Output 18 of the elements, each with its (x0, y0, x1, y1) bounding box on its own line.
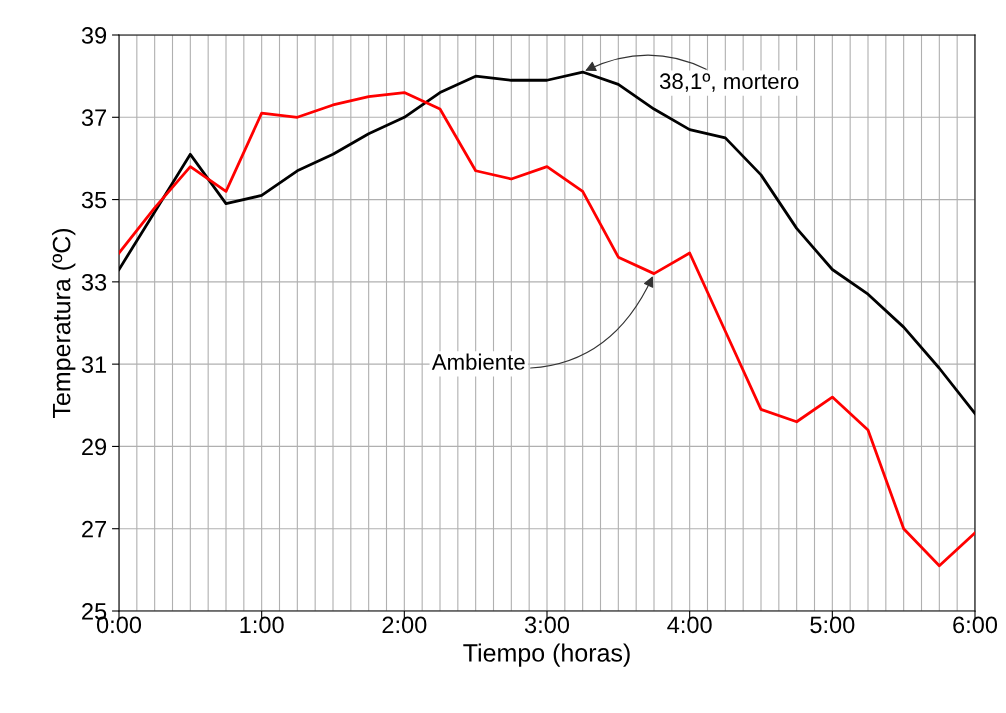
x-tick-label: 3:00 (524, 616, 570, 634)
y-tick-label: 35 (81, 191, 107, 209)
y-tick-label: 37 (81, 109, 107, 127)
annotation: 38,1º, mortero (659, 73, 799, 92)
y-tick-label: 33 (81, 273, 107, 291)
y-tick-label: 39 (81, 27, 107, 44)
x-tick-label: 1:00 (240, 616, 284, 634)
y-tick-label: 29 (82, 438, 107, 456)
x-tick-label: 2:00 (382, 616, 427, 634)
x-tick-label: 6:00 (953, 616, 998, 634)
line-series (119, 91, 975, 568)
y-axis-title: Temperatura (ºC) (52, 228, 76, 418)
x-tick-label: 5:00 (810, 616, 855, 634)
y-tick-label: 27 (82, 520, 107, 538)
annotation: Ambiente (431, 353, 525, 370)
x-axis-title: Tiempo (horas) (463, 643, 630, 667)
y-tick-label: 31 (81, 356, 107, 373)
x-tick-label: 4:00 (667, 616, 712, 634)
